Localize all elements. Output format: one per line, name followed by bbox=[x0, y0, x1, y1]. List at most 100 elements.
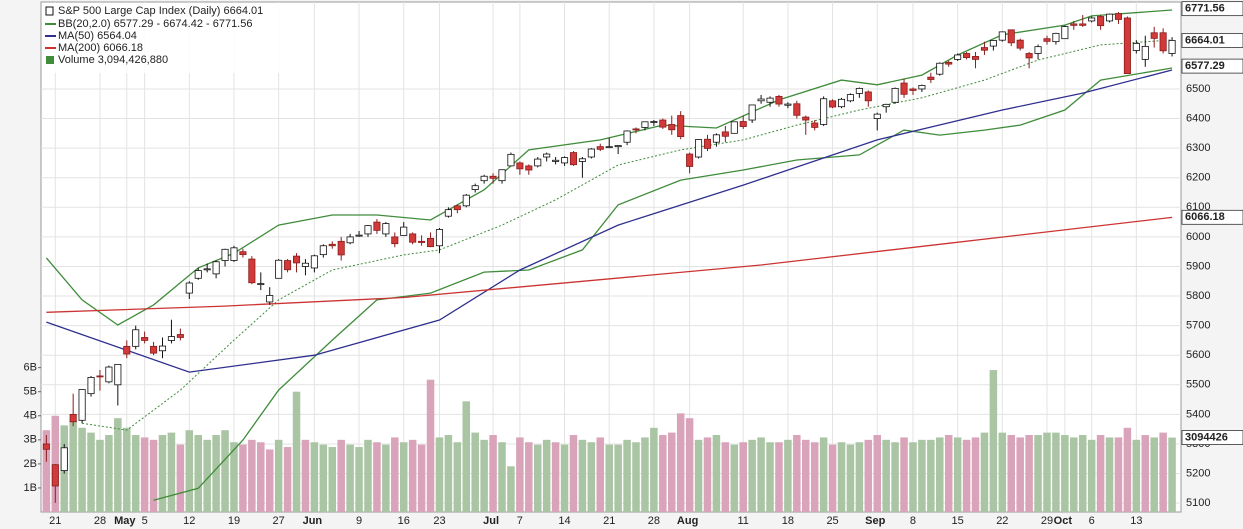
candle-body bbox=[855, 87, 863, 94]
y-tick-label: 6200 bbox=[1186, 172, 1210, 184]
volume-bar bbox=[784, 439, 792, 512]
value-label-box bbox=[1181, 1, 1243, 17]
candle-body bbox=[703, 138, 712, 149]
volume-bar bbox=[283, 447, 292, 512]
candle-body bbox=[158, 345, 167, 352]
indicator-line bbox=[46, 216, 1173, 313]
volume-bar bbox=[659, 435, 667, 512]
candle-body bbox=[775, 95, 783, 105]
volume-bar bbox=[417, 444, 426, 512]
candle-body bbox=[96, 375, 104, 378]
candle-body bbox=[945, 61, 953, 65]
volume-bar bbox=[802, 439, 810, 512]
candle-body bbox=[936, 62, 944, 75]
candle-body bbox=[846, 94, 854, 102]
volume-bar bbox=[426, 379, 435, 512]
volume-bar bbox=[542, 439, 551, 512]
volume-bar bbox=[391, 437, 399, 512]
candle-body bbox=[1123, 17, 1131, 74]
volume-bar bbox=[292, 391, 301, 512]
volume-bar bbox=[989, 370, 998, 512]
volume-bar bbox=[900, 437, 908, 512]
x-tick-label: 19 bbox=[228, 515, 240, 527]
y-tick-label: 5500 bbox=[1186, 379, 1210, 391]
volume-bar bbox=[1132, 439, 1141, 512]
volume-bar bbox=[971, 437, 980, 512]
x-tick-label: 28 bbox=[648, 515, 660, 527]
volume-bar bbox=[721, 442, 730, 512]
volume-bar bbox=[757, 437, 765, 512]
volume-bar bbox=[239, 444, 247, 512]
x-tick-label: 21 bbox=[603, 515, 615, 527]
y-tick-label: 5800 bbox=[1186, 290, 1210, 302]
volume-tick-label: 3B bbox=[24, 434, 37, 446]
volume-bar bbox=[793, 435, 801, 512]
chart-title: S&P 500 Large Cap Index (Daily) 6664.01 bbox=[58, 5, 263, 17]
candle-body bbox=[337, 240, 345, 256]
candle-body bbox=[1007, 29, 1015, 44]
volume-bar bbox=[507, 466, 515, 512]
candle-body bbox=[1105, 13, 1114, 22]
candle-body bbox=[793, 103, 801, 116]
candle-body bbox=[391, 236, 399, 245]
candle-body bbox=[185, 282, 193, 294]
candle-body bbox=[900, 82, 908, 95]
candle-body bbox=[105, 366, 113, 383]
volume-bar bbox=[596, 437, 605, 512]
volume-tick-label: 4B bbox=[24, 410, 37, 422]
volume-bar bbox=[158, 435, 167, 512]
legend-label: Volume 3,094,426,880 bbox=[58, 54, 168, 66]
candle-body bbox=[1088, 17, 1096, 22]
volume-bar bbox=[435, 437, 444, 512]
candle-body bbox=[418, 240, 426, 243]
value-label: 6577.29 bbox=[1185, 60, 1225, 72]
x-tick-label: 28 bbox=[94, 515, 106, 527]
volume-bar bbox=[399, 442, 408, 512]
volume-bar bbox=[918, 439, 926, 512]
volume-bar bbox=[408, 439, 417, 512]
candle-body bbox=[543, 153, 551, 158]
volume-bar bbox=[962, 439, 971, 512]
candle-body bbox=[534, 158, 542, 167]
candle-body bbox=[525, 165, 533, 171]
volume-bar bbox=[69, 420, 77, 512]
candle-body bbox=[659, 119, 667, 128]
candle-body bbox=[677, 115, 685, 137]
volume-bar bbox=[96, 439, 104, 512]
candle-body bbox=[614, 145, 622, 148]
candle-body bbox=[552, 159, 560, 162]
volume-bar bbox=[641, 437, 649, 512]
volume-bar bbox=[605, 444, 613, 512]
volume-bar bbox=[873, 435, 881, 512]
volume-bar bbox=[676, 413, 685, 512]
volume-bar bbox=[489, 435, 497, 512]
volume-bar bbox=[176, 444, 185, 512]
candle-body bbox=[319, 245, 327, 256]
candle-body bbox=[212, 261, 220, 275]
candle-body bbox=[1141, 45, 1149, 60]
volume-bar bbox=[301, 439, 310, 512]
x-tick-label: 15 bbox=[952, 515, 964, 527]
volume-bar bbox=[444, 435, 453, 512]
volume-bar bbox=[909, 442, 917, 512]
volume-bar bbox=[819, 437, 828, 512]
volume-bar bbox=[212, 435, 220, 512]
x-tick-label: 29 bbox=[1041, 515, 1053, 527]
candle-body bbox=[587, 148, 595, 158]
x-tick-label: 14 bbox=[558, 515, 570, 527]
candle-body bbox=[623, 130, 631, 143]
candle-body bbox=[1034, 46, 1042, 54]
candle-body bbox=[123, 345, 131, 355]
volume-bar bbox=[944, 435, 953, 512]
candle-body bbox=[444, 209, 452, 217]
volume-bar bbox=[650, 427, 658, 512]
candle-body bbox=[578, 158, 586, 162]
candle-body bbox=[453, 205, 461, 211]
candle-body bbox=[766, 97, 774, 103]
volume-bar bbox=[828, 444, 837, 512]
volume-bar bbox=[1159, 432, 1167, 512]
volume-bar bbox=[1123, 427, 1132, 512]
candle-body bbox=[284, 260, 292, 271]
volume-bar bbox=[230, 442, 238, 512]
candle-body bbox=[382, 223, 390, 235]
